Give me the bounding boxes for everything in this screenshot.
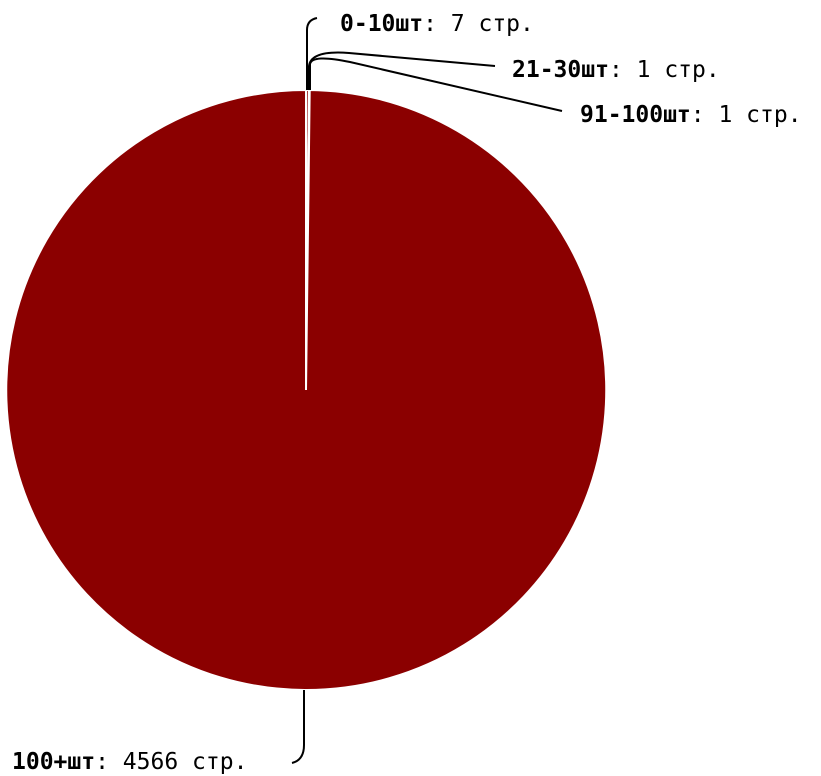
leader-line-100plusшт bbox=[291, 690, 305, 764]
slice-label-100plusшт: 100+шт: 4566 стр. bbox=[12, 749, 247, 775]
pie-slices bbox=[5, 88, 608, 691]
slice-label-category: 21-30шт bbox=[512, 57, 609, 83]
slice-label-value: : 1 стр. bbox=[691, 102, 802, 128]
leader-line-21-30шт bbox=[308, 51, 496, 90]
slice-label-value: : 4566 стр. bbox=[95, 749, 247, 775]
slice-label-0-10шт: 0-10шт: 7 стр. bbox=[340, 11, 534, 37]
slice-label-category: 100+шт bbox=[12, 749, 95, 775]
slice-label-category: 91-100шт bbox=[580, 102, 691, 128]
slice-label-category: 0-10шт bbox=[340, 11, 423, 37]
slice-label-value: : 7 стр. bbox=[423, 11, 534, 37]
slice-labels: 0-10шт: 7 стр.21-30шт: 1 стр.91-100шт: 1… bbox=[12, 11, 802, 775]
leader-line-0-10шт bbox=[306, 17, 318, 90]
pie-slice-100plusшт bbox=[5, 88, 608, 691]
slice-label-91-100шт: 91-100шт: 1 стр. bbox=[580, 102, 802, 128]
leader-lines bbox=[291, 17, 563, 764]
slice-label-21-30шт: 21-30шт: 1 стр. bbox=[512, 57, 720, 83]
leader-line-91-100шт bbox=[309, 57, 563, 112]
slice-label-value: : 1 стр. bbox=[609, 57, 720, 83]
